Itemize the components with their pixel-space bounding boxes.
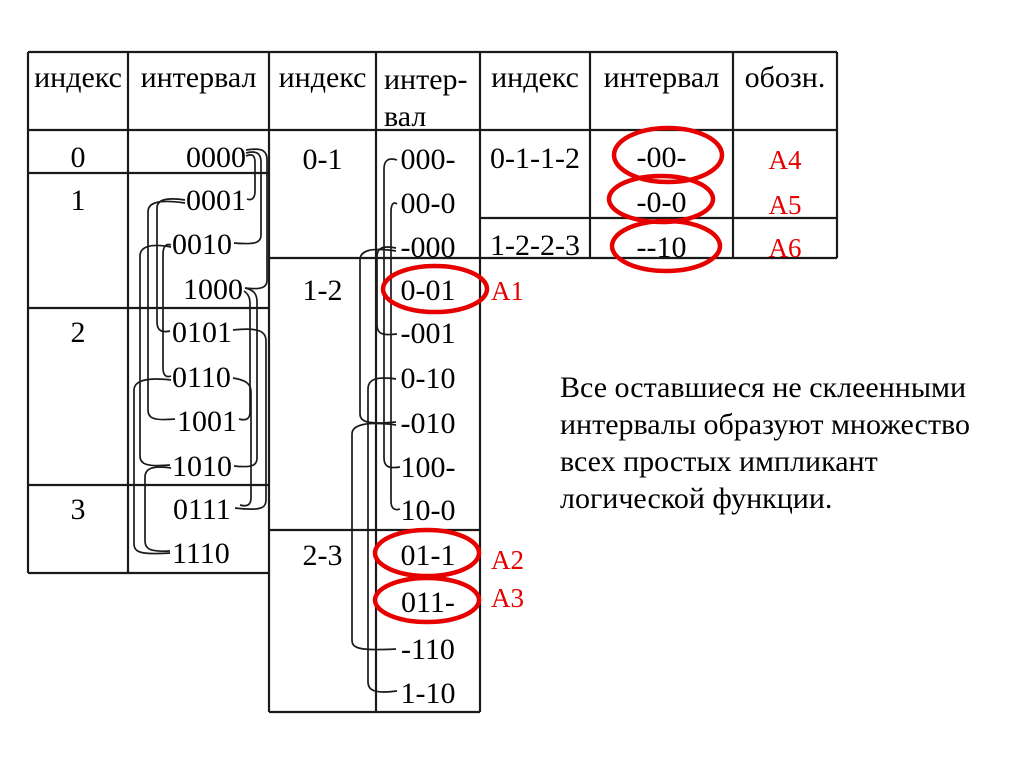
- table1-index-1: 1: [70, 184, 86, 217]
- table3-header-index: индекс: [491, 61, 579, 94]
- table1-minterm: 1001: [177, 405, 237, 438]
- table1-minterm: 1010: [172, 450, 232, 483]
- table2-index-23: 2-3: [302, 539, 343, 572]
- table1-header-interval: интервал: [140, 61, 257, 94]
- table3-label-a5: A5: [768, 190, 802, 220]
- table1-minterm: 1110: [172, 537, 230, 570]
- table2-interval: -000: [400, 231, 456, 264]
- table2-interval: 1-10: [400, 677, 456, 710]
- table2-interval: -110: [401, 633, 455, 666]
- table2-interval: 10-0: [400, 494, 456, 527]
- callout-label-a1: A1: [491, 276, 524, 306]
- table2-interval: -001: [400, 317, 456, 350]
- callout-label-a3: A3: [491, 583, 524, 613]
- table3-header-designation: обозн.: [744, 61, 826, 94]
- table1-minterm: 0110: [172, 361, 231, 394]
- table3-index-1223: 1-2-2-3: [490, 229, 580, 262]
- table2-interval: 0-10: [400, 362, 456, 395]
- table1-index-0: 0: [70, 141, 86, 174]
- table1-minterm: 0101: [172, 316, 232, 349]
- table1-index-3: 3: [70, 493, 86, 526]
- table2-interval: 011-: [401, 586, 455, 619]
- table2-interval: 100-: [400, 451, 456, 484]
- table2-interval: -010: [400, 407, 456, 440]
- table3-index-0112: 0-1-1-2: [490, 142, 580, 175]
- table2-header-index: индекс: [278, 61, 367, 94]
- table1-index-2: 2: [70, 316, 86, 349]
- table2-index-12: 1-2: [302, 274, 343, 307]
- table1-header-index: индекс: [34, 61, 122, 94]
- table2-interval: 000-: [400, 143, 456, 176]
- table1-minterm: 0010: [172, 228, 232, 261]
- table1-minterm: 0000: [186, 141, 246, 174]
- table2-interval: 0-01: [400, 274, 456, 307]
- table2-header-interval: интер- вал: [384, 63, 468, 133]
- table1-minterm: 0001: [186, 184, 246, 217]
- table3-label-a4: A4: [768, 145, 802, 175]
- table1-minterm: 1000: [183, 273, 243, 306]
- table2-interval: 01-1: [400, 539, 456, 572]
- table3-interval: --10: [636, 231, 687, 264]
- table3-label-a6: A6: [768, 233, 802, 263]
- table3-interval: -00-: [636, 141, 687, 174]
- table2-interval: 00-0: [400, 187, 456, 220]
- table3-header-interval: интервал: [603, 61, 720, 94]
- table3-interval: -0-0: [636, 186, 687, 219]
- note-text: Все оставшиеся не склеенными интервалы о…: [560, 371, 971, 515]
- callout-label-a2: A2: [491, 545, 524, 575]
- table2-index-01: 0-1: [302, 143, 343, 176]
- table1-minterm: 0111: [173, 493, 231, 526]
